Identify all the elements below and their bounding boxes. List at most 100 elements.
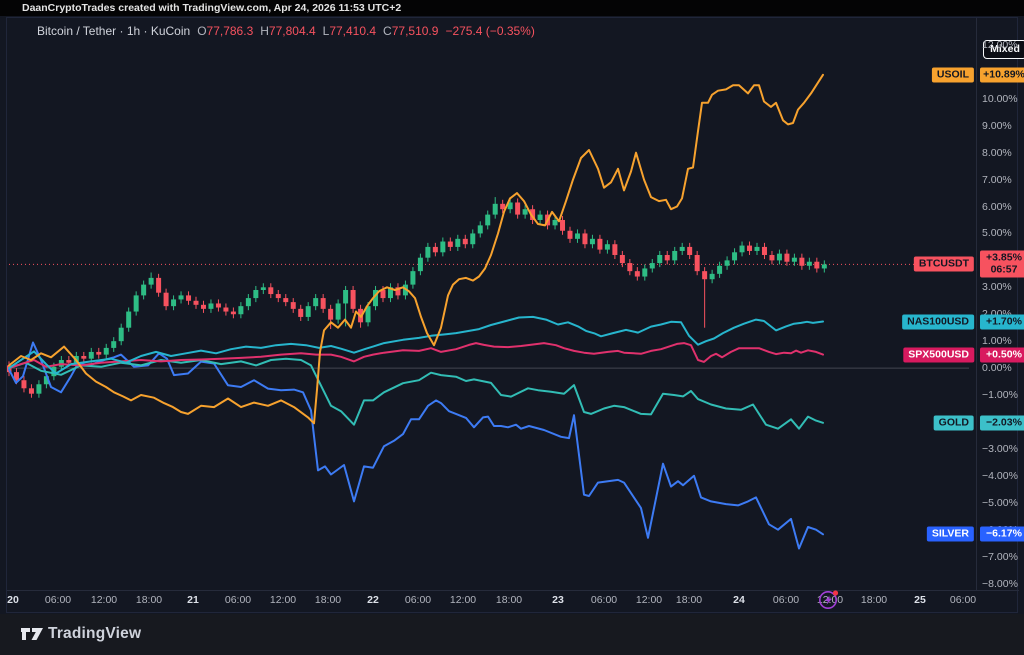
time-tick-label: 18:00 [495, 594, 523, 606]
candle-body [133, 295, 139, 312]
candle-body [732, 252, 738, 261]
candle-body [13, 372, 19, 381]
candle-body [260, 287, 266, 291]
candle-body [215, 303, 221, 308]
ohlc-close-value: 77,510.9 [391, 24, 439, 38]
candle-body [627, 263, 633, 272]
compare-line-silver[interactable] [8, 341, 824, 550]
candle-body [537, 214, 543, 220]
candle-body [417, 257, 423, 272]
scale-mode-badge[interactable]: Mixed [983, 40, 1024, 59]
price-tick-label: 3.00% [982, 281, 1012, 294]
candle-body [709, 273, 715, 280]
compare-line-usoil[interactable] [8, 73, 824, 425]
time-tick-day-label: 25 [914, 594, 926, 606]
candle-body [821, 264, 827, 269]
candle-body [769, 254, 775, 261]
symbol-header[interactable]: Bitcoin / Tether · 1h · KuCoin O77,786.3 H… [37, 24, 535, 38]
series-name-label-gold[interactable]: GOLD [933, 415, 974, 431]
tradingview-wordmark: TradingView [48, 625, 142, 642]
candle-body [515, 202, 521, 215]
candle-body [642, 268, 648, 277]
candle-body [186, 295, 192, 301]
time-tick-day-label: 22 [367, 594, 379, 606]
symbol-title[interactable]: Bitcoin / Tether · 1h · KuCoin [37, 24, 191, 38]
price-tick-label: −8.00% [982, 577, 1018, 590]
series-value-label-btc[interactable]: +3.85% 06:57 [980, 250, 1024, 278]
candle-body [126, 311, 132, 328]
series-name-label-spx[interactable]: SPX500USD [903, 347, 974, 363]
candle-body [649, 263, 655, 269]
candle-body [582, 233, 588, 245]
candle-body [290, 302, 296, 309]
candle-body [739, 245, 745, 253]
time-axis-separator [7, 590, 1019, 591]
candle-body [522, 209, 528, 215]
candle-body [36, 384, 42, 394]
ohlc-open-label: O [197, 24, 207, 38]
series-value-label-gold[interactable]: −2.03% [980, 415, 1024, 431]
candle-body [492, 203, 498, 215]
candle-body [687, 246, 693, 255]
ohlc-low-value: 77,410.4 [329, 24, 377, 38]
candle-body [395, 287, 401, 296]
candle-body [148, 277, 154, 285]
time-tick-label: 06:00 [772, 594, 800, 606]
time-tick-label: 12:00 [635, 594, 663, 606]
candle-body [567, 230, 573, 239]
candle-body [761, 246, 767, 255]
series-value-label-nas[interactable]: +1.70% [980, 314, 1024, 330]
candle-body [754, 246, 760, 251]
time-tick-label: 06:00 [949, 594, 977, 606]
series-name-label-usoil[interactable]: USOIL [931, 67, 974, 83]
candle-body [589, 238, 595, 245]
series-name-label-silver[interactable]: SILVER [926, 526, 974, 542]
series-name-label-nas[interactable]: NAS100USD [902, 314, 974, 330]
compare-line-nas100usd[interactable] [8, 315, 824, 375]
bar-countdown-timer: 06:57 [990, 263, 1018, 276]
candle-body [702, 271, 708, 280]
candle-body [66, 360, 72, 363]
chart-pane[interactable]: Bitcoin / Tether · 1h · KuCoin O77,786.3 H… [6, 17, 1024, 614]
candle-body [500, 203, 506, 210]
time-tick-day-label: 20 [7, 594, 19, 606]
candle-body [298, 308, 304, 317]
candle-body [597, 238, 603, 250]
candle-body [365, 306, 371, 323]
candle-body [477, 225, 483, 234]
candle-body [560, 219, 566, 231]
ohlc-open-value: 77,786.3 [206, 24, 254, 38]
candle-body [432, 246, 438, 253]
candle-body [28, 388, 34, 394]
time-tick-label: 12:00 [269, 594, 297, 606]
change-value: −275.4 (−0.35%) [445, 24, 535, 38]
candle-body [335, 303, 341, 320]
candle-body [806, 261, 812, 266]
candle-body [156, 277, 162, 293]
price-tick-label: 10.00% [982, 92, 1018, 105]
price-tick-label: 8.00% [982, 146, 1012, 159]
candle-body [193, 300, 199, 305]
candle-body [268, 287, 274, 295]
candle-body [238, 306, 244, 315]
compare-line-spx500usd[interactable] [8, 342, 824, 370]
tradingview-logo-icon [21, 628, 43, 640]
auto-refresh-flash-icon[interactable] [817, 587, 841, 611]
time-tick-day-label: 23 [552, 594, 564, 606]
series-value-label-usoil[interactable]: +10.89% [980, 67, 1024, 83]
series-value-label-spx[interactable]: +0.50% [980, 347, 1024, 363]
candle-body [283, 298, 289, 303]
candle-body [178, 295, 184, 300]
series-name-label-btc[interactable]: BTCUSDT [913, 256, 974, 272]
candle-body [313, 298, 319, 307]
candle-body [799, 257, 805, 266]
price-tick-label: 9.00% [982, 119, 1012, 132]
price-tick-label: −3.00% [982, 442, 1018, 455]
candle-body [462, 238, 468, 245]
series-value-label-silver[interactable]: −6.17% [980, 526, 1024, 542]
candle-body [814, 261, 820, 269]
candle-body [634, 271, 640, 277]
compare-line-gold[interactable] [8, 357, 824, 430]
candle-body [724, 260, 730, 266]
chart-canvas[interactable] [7, 18, 1019, 614]
